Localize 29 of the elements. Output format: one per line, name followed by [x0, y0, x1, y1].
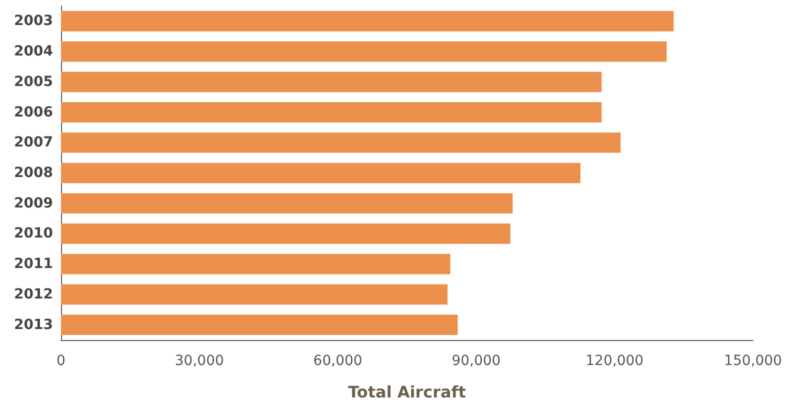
bar — [61, 41, 667, 62]
x-tick-label: 60,000 — [313, 353, 362, 369]
y-tick-label: 2009 — [14, 195, 53, 212]
bar — [61, 193, 513, 214]
y-tick-label: 2011 — [14, 256, 53, 272]
bar — [61, 254, 450, 274]
x-tick-label: 90,000 — [452, 353, 501, 369]
y-tick-label: 2005 — [14, 74, 53, 90]
bar — [61, 314, 458, 335]
bar — [61, 162, 580, 184]
y-tick-label: 2006 — [14, 104, 53, 120]
bar — [61, 72, 602, 92]
y-tick-label: 2010 — [14, 226, 54, 242]
y-tick-label: 2012 — [14, 286, 53, 302]
bar — [61, 102, 602, 122]
bar — [61, 132, 621, 153]
x-axis-title: Total Aircraft — [348, 382, 466, 402]
x-tick-label: 120,000 — [586, 353, 644, 369]
y-tick-label: 2013 — [14, 316, 53, 333]
bar — [61, 284, 448, 305]
x-tick-label: 0 — [56, 353, 66, 369]
y-tick-label: 2007 — [14, 134, 53, 151]
y-tick-label: 2004 — [14, 44, 54, 60]
bar — [61, 11, 674, 32]
bar — [61, 224, 510, 244]
x-tick-label: 30,000 — [174, 353, 224, 369]
y-tick-label: 2003 — [14, 13, 53, 30]
y-tick-label: 2008 — [14, 165, 53, 181]
x-tick-label: 150,000 — [724, 353, 782, 369]
